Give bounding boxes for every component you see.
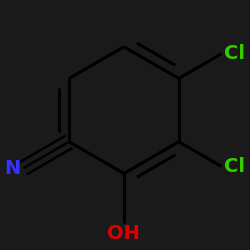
Text: OH: OH	[108, 224, 140, 244]
Text: Cl: Cl	[224, 157, 245, 176]
Text: N: N	[4, 159, 21, 178]
Text: Cl: Cl	[224, 44, 245, 63]
